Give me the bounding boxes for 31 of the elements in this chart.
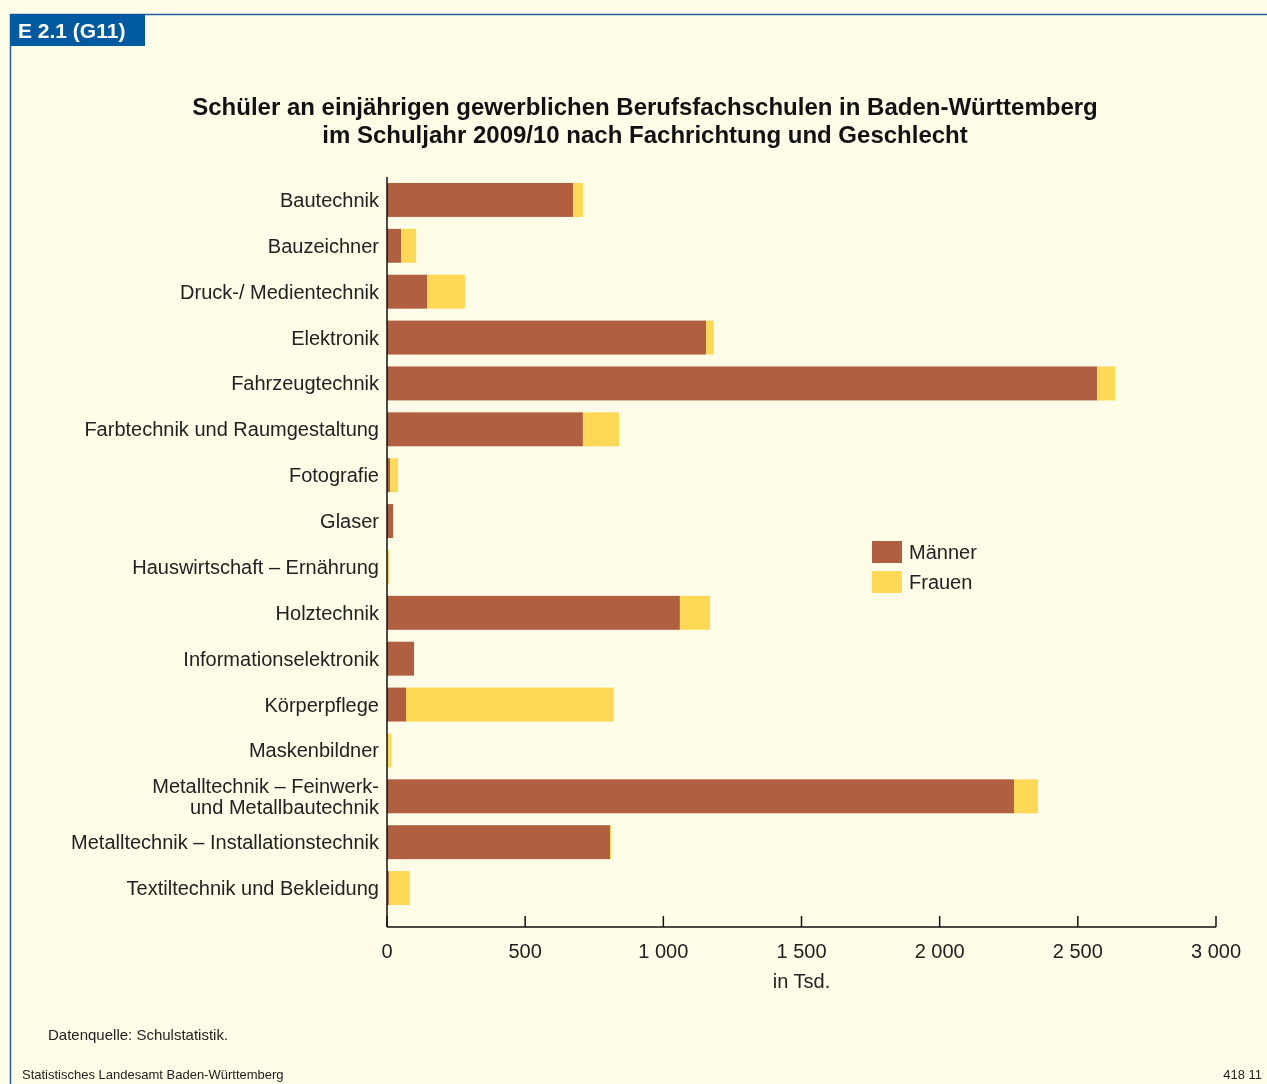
chart-title: Schüler an einjährigen gewerblichen Berufsfachschulen in Baden-Württemberg im Schuljahr 2009/10 nach Fachrichtung und Geschlecht: [192, 93, 1098, 148]
text: E 2.1 (G11): [18, 19, 126, 42]
y-tick-label: Bauzeichner: [267, 234, 380, 257]
y-tick-label: Farbtechnik und Raumgestaltung: [84, 418, 379, 441]
y-tick-label: Hauswirtschaft – Ernährung: [132, 555, 379, 578]
x-axis-title: in Tsd.: [772, 970, 831, 992]
x-tick-label: 500: [508, 940, 542, 962]
y-tick-label: Fahrzeugtechnik: [231, 372, 380, 395]
y-tick-label: Maskenbildner: [248, 739, 380, 762]
x-tick-label: 1 000: [638, 940, 689, 962]
text: Statistisches Landesamt Baden-Württemberg: [22, 1067, 284, 1082]
x-tick-label: 1 500: [776, 940, 827, 962]
y-tick-label: Körperpflege: [264, 693, 379, 716]
x-tick-label: 0: [381, 940, 393, 962]
y-tick-label: Fotografie: [288, 464, 379, 487]
y-tick-label: Metalltechnik – Installationstechnik: [71, 831, 380, 854]
y-tick-label: Elektronik: [291, 326, 380, 349]
text: Datenquelle: Schulstatistik.: [48, 1026, 229, 1043]
y-tick-label: Metalltechnik – Feinwerk- und Metallbautechnik: [152, 774, 380, 818]
x-tick-label: 2 000: [914, 940, 965, 962]
x-tick-label: 2 500: [1052, 940, 1103, 962]
x-tick-label: 3 000: [1190, 940, 1242, 962]
y-tick-label: Holztechnik: [275, 601, 380, 624]
legend-label: Männer: [909, 541, 978, 563]
y-tick-label: Textiltechnik und Bekleidung: [126, 877, 379, 900]
text: 418 11: [1223, 1067, 1262, 1082]
y-tick-label: Informationselektronik: [183, 647, 380, 670]
y-tick-label: Glaser: [320, 510, 380, 533]
y-tick-label: Druck-/ Medientechnik: [180, 280, 380, 303]
y-tick-label: Bautechnik: [280, 188, 380, 211]
legend-label: Frauen: [909, 571, 973, 593]
